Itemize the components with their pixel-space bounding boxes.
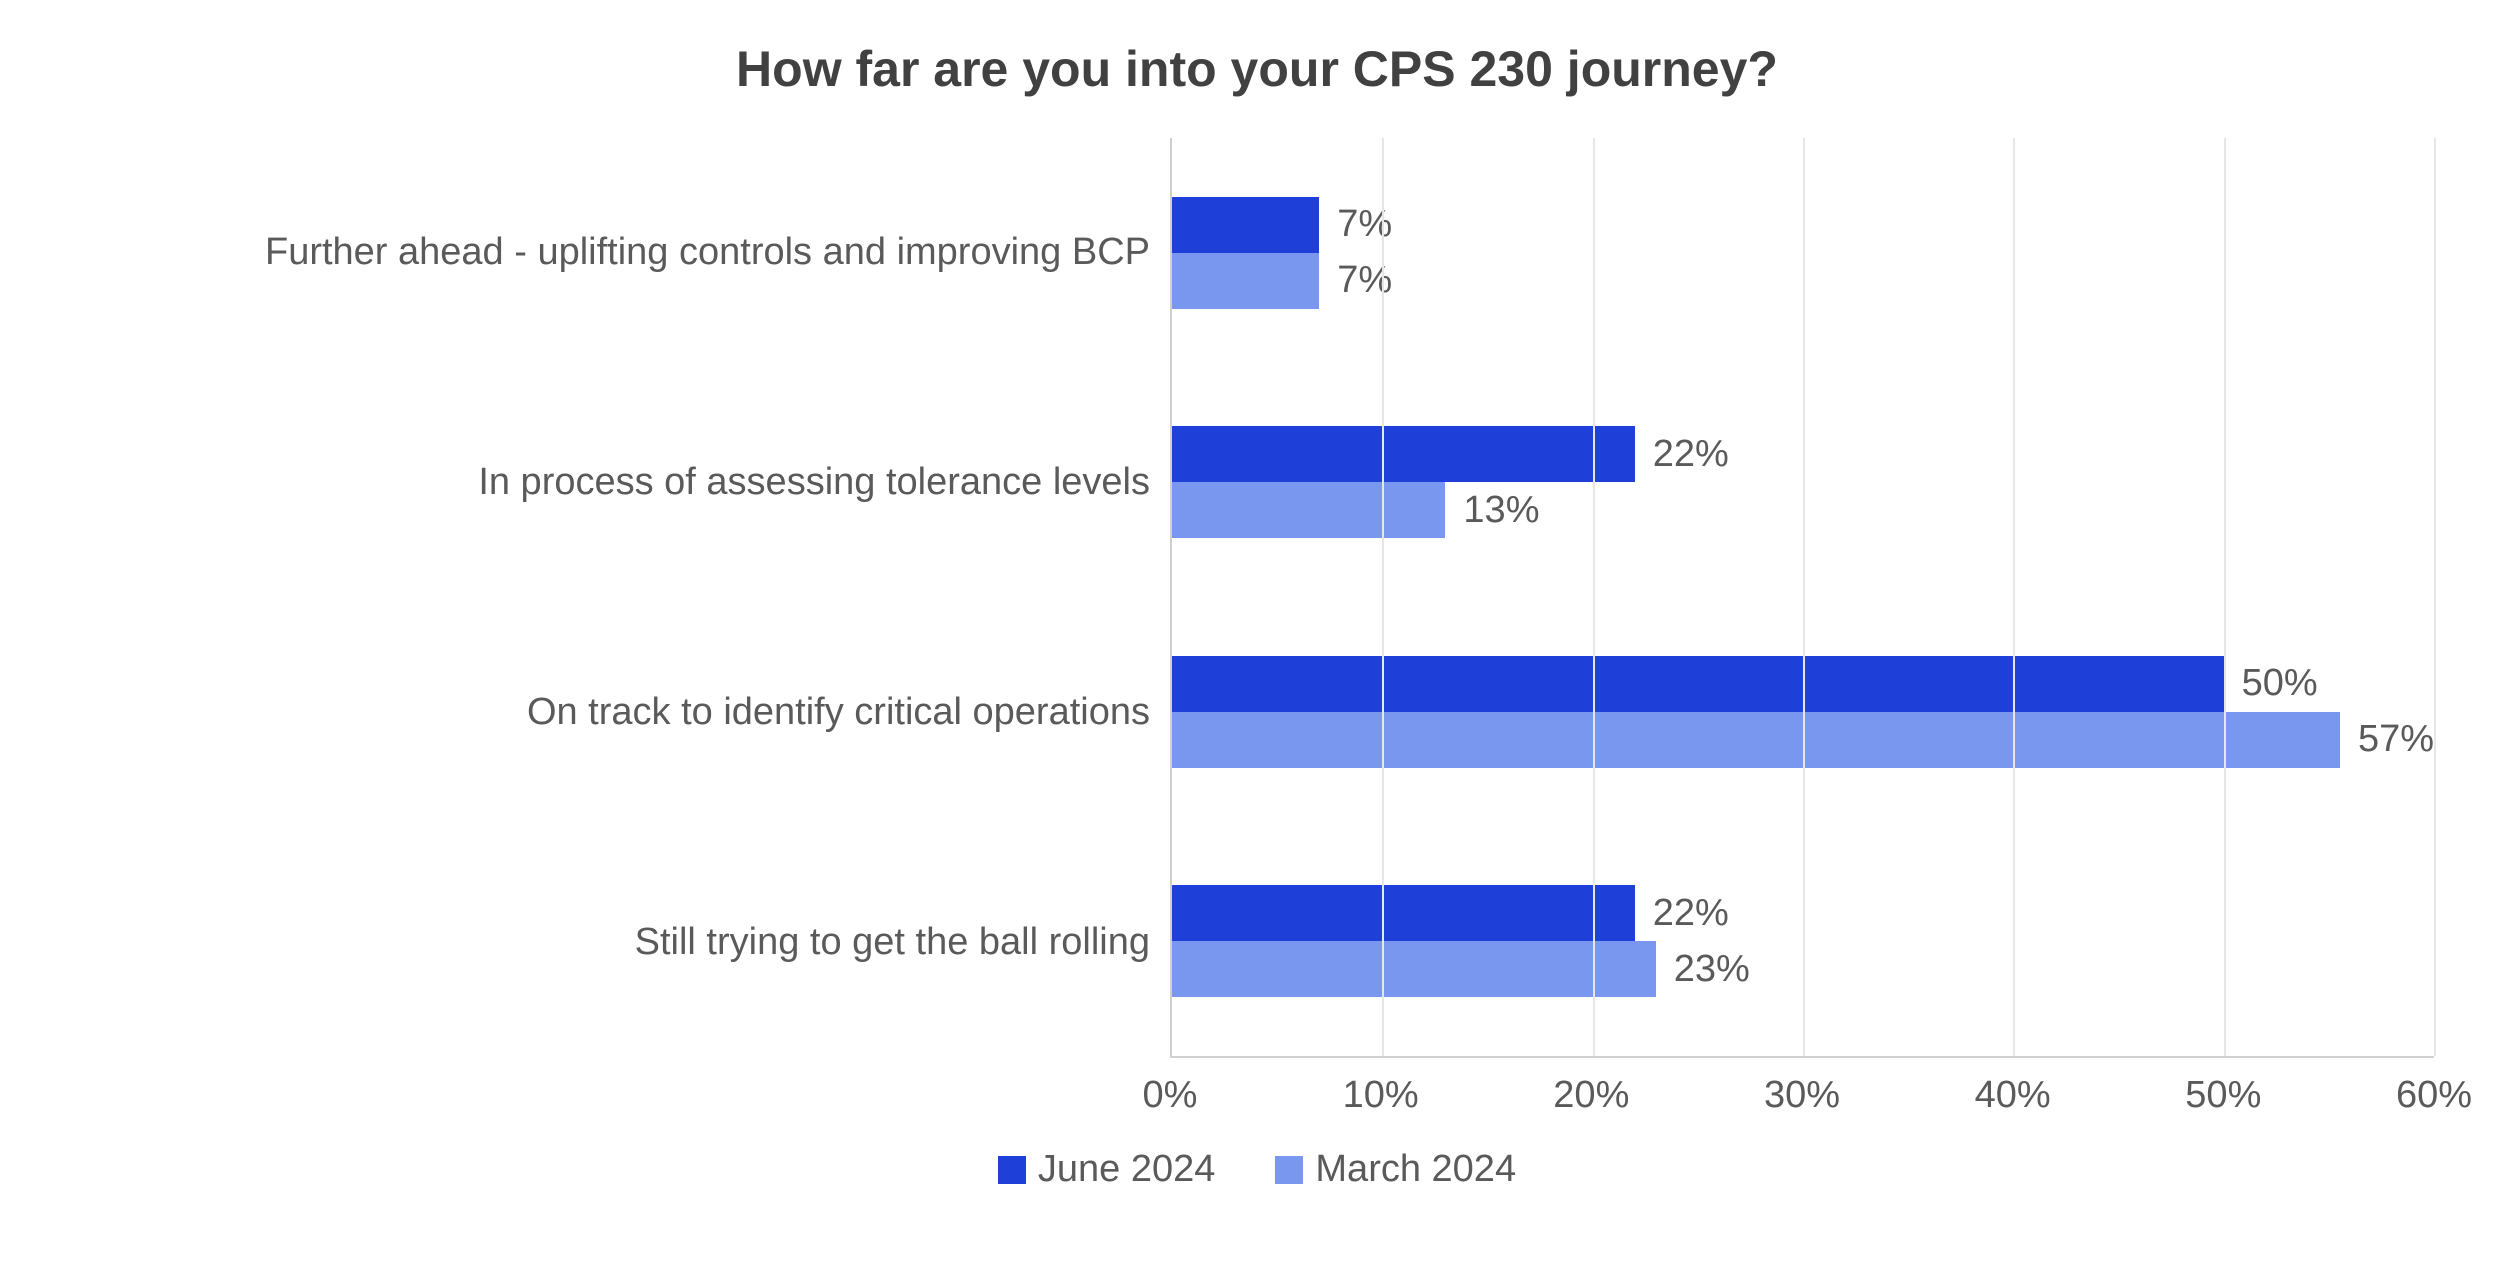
gridline xyxy=(1803,138,1805,1056)
legend-label: March 2024 xyxy=(1315,1148,1516,1191)
x-axis-tick: 40% xyxy=(1975,1074,2051,1117)
gridline xyxy=(2013,138,2015,1056)
legend: June 2024 March 2024 xyxy=(80,1148,2434,1191)
bar-data-label: 13% xyxy=(1463,489,1539,532)
gridline xyxy=(1593,138,1595,1056)
bar xyxy=(1172,426,1635,482)
gridline xyxy=(1382,138,1384,1056)
bar xyxy=(1172,197,1319,253)
chart-body: Further ahead - uplifting controls and i… xyxy=(80,138,2434,1058)
legend-swatch xyxy=(1275,1156,1303,1184)
x-axis-tick: 20% xyxy=(1553,1074,1629,1117)
bar-data-label: 57% xyxy=(2358,718,2434,761)
legend-item: March 2024 xyxy=(1275,1148,1516,1191)
legend-swatch xyxy=(998,1156,1026,1184)
x-axis: 0%10%20%30%40%50%60% xyxy=(1170,1058,2434,1118)
chart-container: How far are you into your CPS 230 journe… xyxy=(0,0,2514,1274)
bar xyxy=(1172,712,2340,768)
bar-data-label: 22% xyxy=(1653,892,1729,935)
gridline xyxy=(2224,138,2226,1056)
x-axis-tick: 50% xyxy=(2185,1074,2261,1117)
y-axis-label: In process of assessing tolerance levels xyxy=(80,460,1150,506)
bar xyxy=(1172,941,1656,997)
bar-data-label: 22% xyxy=(1653,433,1729,476)
y-axis-label: Further ahead - uplifting controls and i… xyxy=(80,230,1150,276)
bar xyxy=(1172,885,1635,941)
bar xyxy=(1172,482,1445,538)
bar xyxy=(1172,253,1319,309)
legend-item: June 2024 xyxy=(998,1148,1216,1191)
bar-data-label: 50% xyxy=(2242,662,2318,705)
y-axis-label: Still trying to get the ball rolling xyxy=(80,920,1150,966)
bar-data-label: 23% xyxy=(1674,948,1750,991)
y-axis-labels: Further ahead - uplifting controls and i… xyxy=(80,138,1170,1058)
x-axis-tick: 60% xyxy=(2396,1074,2472,1117)
x-axis-tick: 30% xyxy=(1764,1074,1840,1117)
legend-label: June 2024 xyxy=(1038,1148,1216,1191)
bar xyxy=(1172,656,2224,712)
chart-title: How far are you into your CPS 230 journe… xyxy=(80,40,2434,98)
x-axis-tick: 0% xyxy=(1143,1074,1198,1117)
x-axis-tick: 10% xyxy=(1343,1074,1419,1117)
y-axis-label: On track to identify critical operations xyxy=(80,690,1150,736)
gridline xyxy=(2434,138,2436,1056)
plot-area: 7%7%22%13%50%57%22%23% xyxy=(1170,138,2434,1058)
